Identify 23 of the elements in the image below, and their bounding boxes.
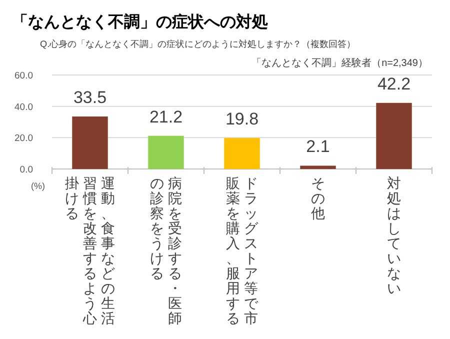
data-label: 2.1 [306, 137, 330, 156]
data-label: 33.5 [73, 88, 107, 108]
data-label: 42.2 [377, 74, 411, 94]
text: 「なんとなく不調」経験者（n=2,349） [252, 57, 428, 69]
bar [72, 116, 108, 169]
x-tick-label: その他 [310, 175, 326, 221]
y-tick-label: 0.0 [20, 164, 33, 176]
data-label: 21.2 [149, 107, 183, 126]
bar [224, 138, 260, 169]
category-label: ドラッグストア等で市販薬を購入、服用する [226, 175, 258, 326]
chart-subtitle: Q.心身の「なんとなく不調」の症状にどのように対処しますか？（複数回答） [40, 39, 356, 49]
category-label: 病院を受診する・医師の診察をうける [150, 175, 182, 326]
y-tick-label: 60.0 [14, 70, 33, 82]
bar [300, 166, 336, 169]
data-label: 19.8 [225, 109, 259, 128]
x-tick-label: 対処はしていない [386, 175, 402, 296]
chart-title: 「なんとなく不調」の症状への対処 [12, 12, 268, 31]
category-label: 運動、食事などの生活習慣を改善するよう心掛ける [65, 175, 115, 326]
y-tick-label: 40.0 [14, 102, 33, 113]
bar [376, 102, 412, 169]
bar [148, 136, 184, 169]
y-tick-label: 20.0 [14, 133, 33, 144]
y-axis-title: (%) [31, 181, 45, 191]
